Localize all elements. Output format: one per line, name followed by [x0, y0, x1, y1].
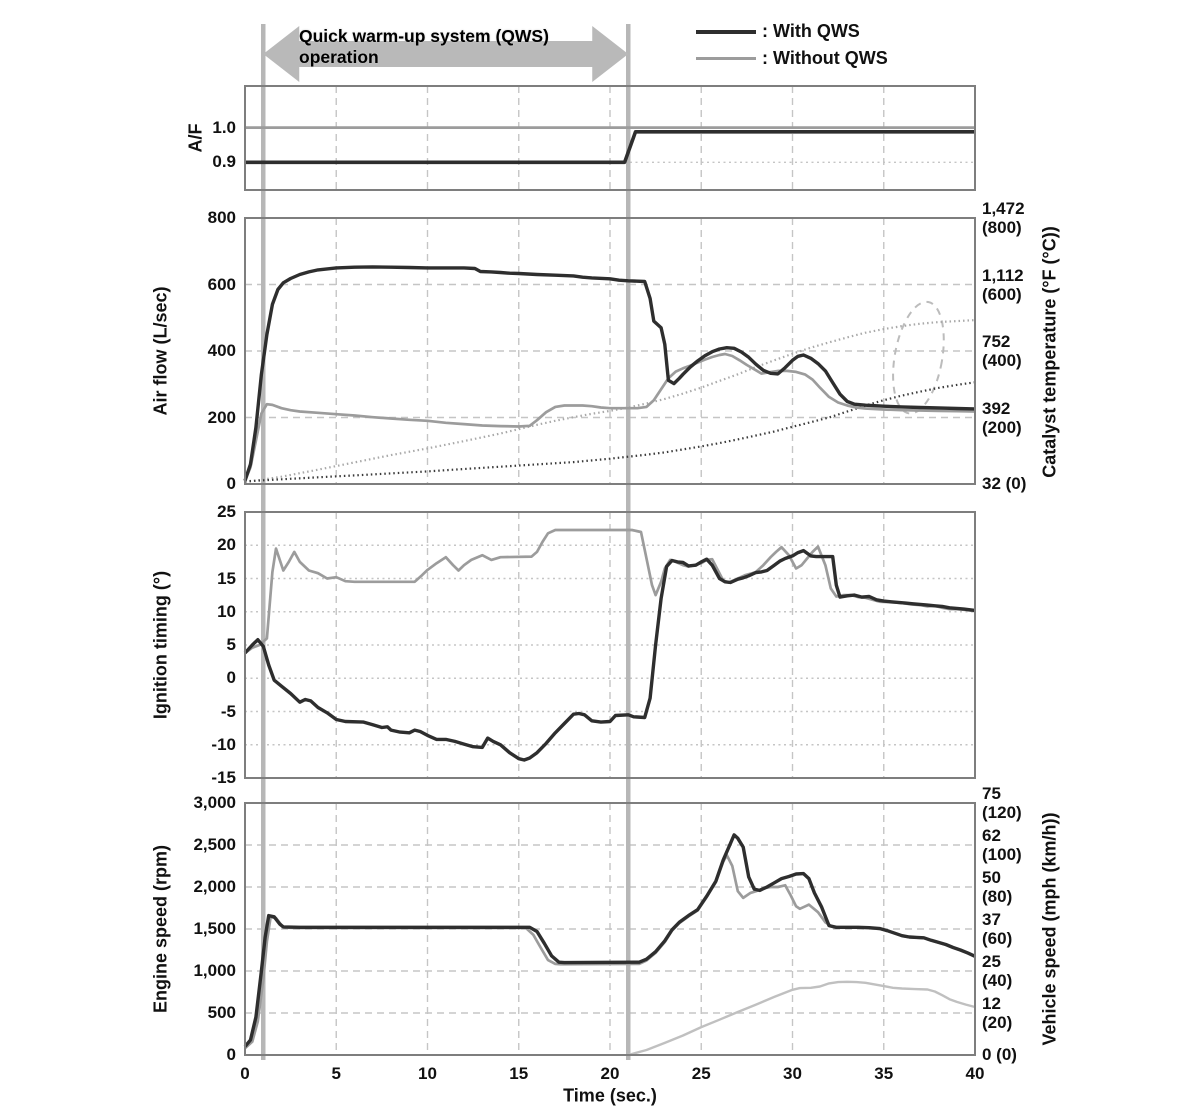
highlight-ellipse [892, 300, 945, 415]
left-tick-air-flow: 400 [207, 341, 236, 360]
left-tick-engine-speed: 1,000 [193, 961, 236, 980]
right-tick-air-flow: 32 (0) [982, 474, 1027, 493]
left-tick-engine-speed: 1,500 [193, 919, 236, 938]
legend-label-without-qws: : Without QWS [762, 48, 888, 68]
left-tick-air-flow: 800 [207, 208, 236, 227]
series-vehicle-speed [627, 980, 976, 1057]
right-tick-air-flow: 1,112 (600) [982, 265, 1024, 304]
left-tick-ignition-timing: 25 [217, 502, 236, 521]
x-tick-label: 10 [418, 1064, 437, 1083]
series-ignition-with-qws [243, 548, 976, 762]
right-tick-engine-speed: 50 (80) [982, 868, 1013, 906]
left-tick-engine-speed: 0 [226, 1045, 236, 1064]
series-catalyst-temp-with-qws [244, 381, 976, 483]
qws-operation-annotation-line1: Quick warm-up system (QWS) [299, 26, 549, 46]
legend-swatch-without-qws [696, 57, 756, 60]
panel-border-ignition-timing [244, 511, 976, 779]
left-tick-air-flow: 0 [226, 474, 236, 493]
right-tick-air-flow: 752 (400) [982, 332, 1022, 370]
left-tick-ignition-timing: -15 [211, 768, 236, 787]
left-tick-ignition-timing: 10 [217, 601, 236, 621]
x-tick-label: 40 [965, 1064, 985, 1083]
series-af-with-qws [245, 130, 975, 165]
left-tick-air-flow: 200 [207, 407, 236, 427]
left-tick-ignition-timing: 5 [226, 635, 236, 654]
left-tick-ignition-timing: 15 [217, 568, 236, 588]
left-tick-ignition-timing: -10 [211, 734, 236, 754]
left-tick-engine-speed: 2,500 [193, 835, 236, 854]
panel-border-af [244, 85, 976, 191]
left-tick-engine-speed: 2,000 [193, 877, 236, 896]
legend-label-with-qws: : With QWS [762, 21, 860, 41]
series-catalyst-temp-without-qws [244, 319, 976, 484]
right-tick-engine-speed: 75 (120) [982, 784, 1022, 822]
left-tick-air-flow: 600 [207, 274, 236, 294]
legend: : With QWS : Without QWS [696, 18, 956, 72]
right-tick-engine-speed: 37 (60) [982, 910, 1013, 948]
qws-operation-annotation: Quick warm-up system (QWS) operation [299, 26, 659, 68]
left-tick-ignition-timing: 0 [226, 668, 236, 688]
right-tick-engine-speed: 25 (40) [982, 952, 1013, 990]
axis-title-time: Time (sec.) [563, 1085, 657, 1106]
series-engine-speed-with-qws [243, 833, 976, 1048]
x-tick-label: 5 [331, 1064, 341, 1083]
left-tick-ignition-timing: 20 [217, 535, 236, 555]
right-tick-air-flow: 392 (200) [982, 398, 1022, 437]
qws-operation-arrow [263, 26, 629, 82]
qws-operation-annotation-line2: operation [299, 47, 379, 67]
panel-border-engine-speed [244, 802, 976, 1056]
x-tick-label: 15 [509, 1064, 529, 1083]
left-tick-af: 1.0 [212, 117, 236, 137]
legend-swatch-with-qws [696, 29, 756, 34]
right-tick-engine-speed: 62 (100) [982, 826, 1022, 864]
legend-row-with-qws: : With QWS [696, 18, 956, 45]
series-air-flow-with-qws [243, 265, 976, 482]
panel-border-air-flow [244, 217, 976, 485]
x-tick-label: 35 [874, 1064, 894, 1083]
x-tick-label: 25 [691, 1064, 711, 1083]
left-tick-engine-speed: 500 [207, 1003, 236, 1022]
right-tick-engine-speed: 12 (20) [982, 994, 1013, 1032]
series-air-flow-without-qws [243, 352, 976, 482]
x-tick-label: 30 [783, 1064, 802, 1083]
right-tick-engine-speed: 0 (0) [982, 1045, 1017, 1064]
legend-row-without-qws: : Without QWS [696, 45, 956, 72]
x-tick-label: 0 [240, 1064, 250, 1083]
x-tick-label: 20 [600, 1064, 620, 1083]
left-tick-engine-speed: 3,000 [193, 793, 236, 812]
right-tick-air-flow: 1,472 (800) [982, 199, 1025, 237]
left-tick-af: 0.9 [212, 152, 236, 172]
left-tick-ignition-timing: -5 [220, 701, 236, 721]
